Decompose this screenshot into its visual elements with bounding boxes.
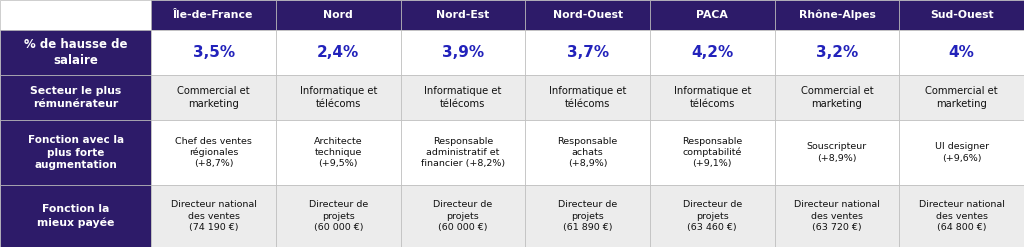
Text: Fonction avec la
plus forte
augmentation: Fonction avec la plus forte augmentation: [28, 135, 124, 170]
Bar: [899, 30, 1024, 75]
Text: Nord-Est: Nord-Est: [436, 10, 489, 20]
Text: Responsable
achats
(+8,9%): Responsable achats (+8,9%): [557, 137, 617, 168]
Bar: [152, 185, 275, 247]
Bar: [400, 120, 525, 185]
Text: Directeur national
des ventes
(74 190 €): Directeur national des ventes (74 190 €): [171, 200, 257, 232]
Bar: [152, 0, 275, 30]
Text: Architecte
technique
(+9,5%): Architecte technique (+9,5%): [314, 137, 362, 168]
Bar: [0, 120, 152, 185]
Bar: [774, 0, 899, 30]
Text: Informatique et
télécoms: Informatique et télécoms: [300, 86, 377, 109]
Bar: [899, 185, 1024, 247]
Text: Responsable
administratif et
financier (+8,2%): Responsable administratif et financier (…: [421, 137, 505, 168]
Bar: [525, 120, 650, 185]
Bar: [275, 0, 400, 30]
Text: Souscripteur
(+8,9%): Souscripteur (+8,9%): [807, 143, 867, 163]
Bar: [0, 185, 152, 247]
Text: % de hausse de
salaire: % de hausse de salaire: [24, 38, 127, 67]
Text: Responsable
comptabilité
(+9,1%): Responsable comptabilité (+9,1%): [682, 137, 742, 168]
Bar: [152, 30, 275, 75]
Bar: [650, 185, 774, 247]
Text: Directeur de
projets
(60 000 €): Directeur de projets (60 000 €): [433, 200, 493, 232]
Bar: [525, 30, 650, 75]
Text: Chef des ventes
régionales
(+8,7%): Chef des ventes régionales (+8,7%): [175, 137, 252, 168]
Bar: [275, 120, 400, 185]
Bar: [152, 75, 275, 120]
Text: Île-de-France: Île-de-France: [173, 10, 254, 20]
Text: Directeur de
projets
(63 460 €): Directeur de projets (63 460 €): [683, 200, 742, 232]
Bar: [525, 75, 650, 120]
Text: Nord: Nord: [324, 10, 353, 20]
Bar: [152, 120, 275, 185]
Bar: [774, 30, 899, 75]
Text: 3,7%: 3,7%: [566, 45, 608, 60]
Text: 3,9%: 3,9%: [442, 45, 484, 60]
Text: Rhône-Alpes: Rhône-Alpes: [799, 10, 876, 20]
Text: UI designer
(+9,6%): UI designer (+9,6%): [935, 143, 989, 163]
Bar: [400, 30, 525, 75]
Text: PACA: PACA: [696, 10, 728, 20]
Text: Fonction la
mieux payée: Fonction la mieux payée: [37, 205, 115, 227]
Bar: [275, 75, 400, 120]
Text: Directeur de
projets
(61 890 €): Directeur de projets (61 890 €): [558, 200, 617, 232]
Text: Informatique et
télécoms: Informatique et télécoms: [549, 86, 627, 109]
Bar: [650, 75, 774, 120]
Bar: [400, 75, 525, 120]
Bar: [525, 0, 650, 30]
Text: Sud-Ouest: Sud-Ouest: [930, 10, 993, 20]
Text: 4,2%: 4,2%: [691, 45, 733, 60]
Text: Directeur national
des ventes
(63 720 €): Directeur national des ventes (63 720 €): [794, 200, 880, 232]
Bar: [525, 185, 650, 247]
Bar: [0, 75, 152, 120]
Text: 3,5%: 3,5%: [193, 45, 234, 60]
Bar: [650, 120, 774, 185]
Text: Commercial et
marketing: Commercial et marketing: [801, 86, 873, 109]
Text: Informatique et
télécoms: Informatique et télécoms: [424, 86, 502, 109]
Text: Commercial et
marketing: Commercial et marketing: [926, 86, 998, 109]
Bar: [774, 185, 899, 247]
Text: Commercial et
marketing: Commercial et marketing: [177, 86, 250, 109]
Bar: [650, 30, 774, 75]
Text: Directeur de
projets
(60 000 €): Directeur de projets (60 000 €): [308, 200, 368, 232]
Bar: [275, 30, 400, 75]
Bar: [899, 0, 1024, 30]
Text: 2,4%: 2,4%: [317, 45, 359, 60]
Bar: [774, 120, 899, 185]
Bar: [650, 0, 774, 30]
Text: 3,2%: 3,2%: [816, 45, 858, 60]
Bar: [899, 120, 1024, 185]
Text: Secteur le plus
rémunérateur: Secteur le plus rémunérateur: [30, 86, 121, 109]
Bar: [899, 75, 1024, 120]
Bar: [0, 30, 152, 75]
Text: Informatique et
télécoms: Informatique et télécoms: [674, 86, 751, 109]
Bar: [400, 0, 525, 30]
Bar: [400, 185, 525, 247]
Bar: [275, 185, 400, 247]
Text: Nord-Ouest: Nord-Ouest: [553, 10, 623, 20]
Bar: [774, 75, 899, 120]
Text: 4%: 4%: [948, 45, 975, 60]
Text: Directeur national
des ventes
(64 800 €): Directeur national des ventes (64 800 €): [919, 200, 1005, 232]
Bar: [0, 0, 152, 30]
